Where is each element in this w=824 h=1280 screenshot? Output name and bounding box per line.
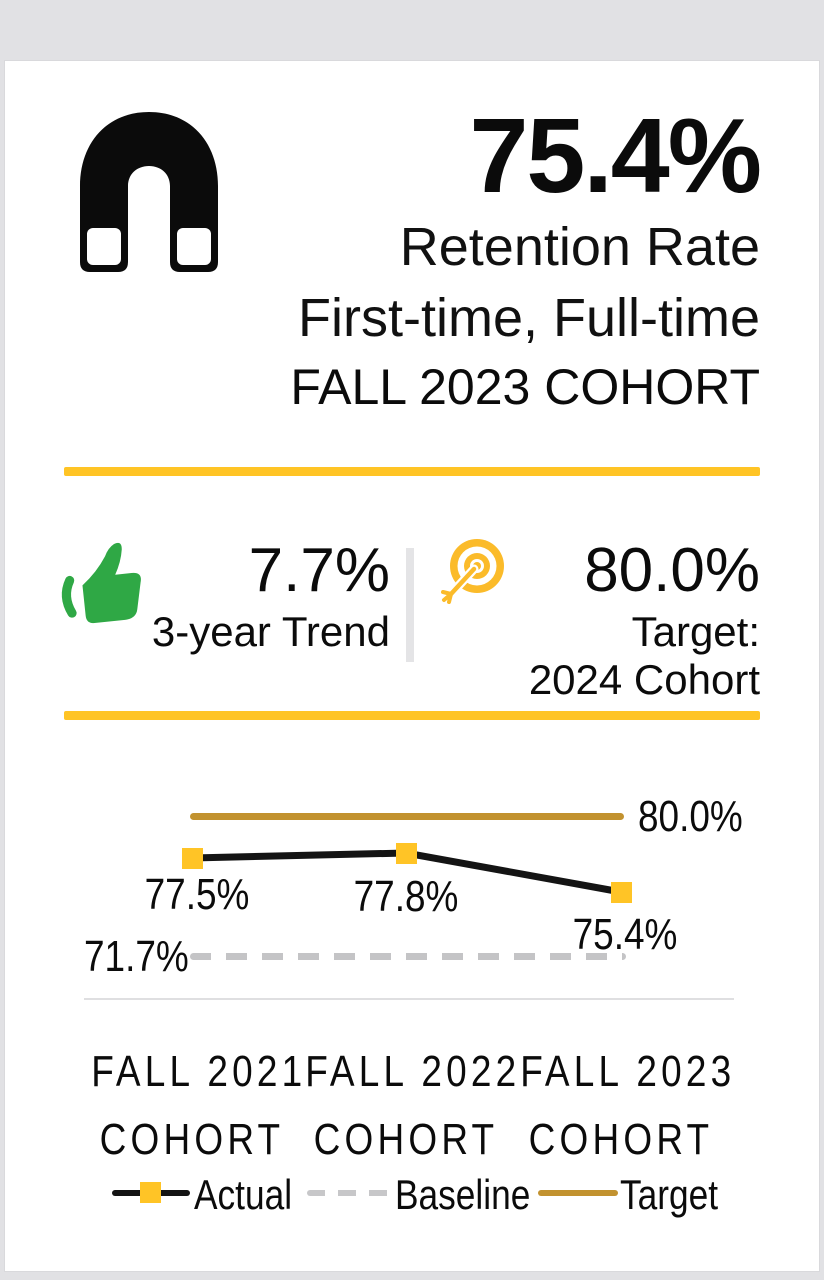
retention-rate-label: Retention Rate	[399, 217, 760, 277]
target-bullseye-icon	[441, 539, 504, 604]
legend-target-label: Target	[620, 1171, 719, 1218]
trend-stat: 7.7% 3-year Trend	[90, 534, 390, 656]
data-label-2021: 77.5%	[144, 870, 250, 919]
target-stat: 80.0% Target: 2024 Cohort	[470, 534, 760, 704]
yellow-divider-bottom	[64, 711, 760, 720]
data-label-2022: 77.8%	[353, 872, 459, 921]
vertical-divider	[406, 548, 414, 662]
target-reference-line	[190, 813, 624, 820]
x-axis-label-2021: FALL 2021 COHORT	[91, 1047, 307, 1164]
x-axis-label-2023: FALL 2023 COHORT	[520, 1047, 736, 1164]
data-point-marker-2023	[611, 882, 632, 903]
legend-actual-label: Actual	[194, 1171, 293, 1218]
baseline-reference-line	[190, 953, 626, 960]
legend-baseline-label: Baseline	[395, 1171, 531, 1218]
target-line-label: 80.0%	[638, 792, 743, 841]
kpi-card	[4, 60, 820, 1272]
baseline-line-label: 71.7%	[84, 932, 189, 981]
x-axis-label-2022: FALL 2022 COHORT	[305, 1047, 521, 1164]
magnet-icon	[80, 112, 218, 272]
legend-target-swatch	[538, 1190, 618, 1196]
target-label-line1: Target:	[631, 608, 760, 655]
trend-value: 7.7%	[248, 536, 390, 605]
legend-baseline-swatch	[307, 1190, 391, 1196]
student-type-label: First-time, Full-time	[298, 288, 760, 348]
legend-actual-swatch-marker	[140, 1182, 161, 1203]
thumbs-up-icon	[61, 542, 141, 624]
target-value: 80.0%	[584, 536, 760, 605]
cohort-label: FALL 2023 COHORT	[290, 359, 760, 415]
data-label-2023: 75.4%	[572, 910, 678, 959]
headline-block: 75.4% Retention Rate First-time, Full-ti…	[230, 97, 762, 420]
data-point-marker-2021	[182, 848, 203, 869]
data-point-marker-2022	[396, 843, 417, 864]
retention-rate-value: 75.4%	[469, 97, 762, 215]
target-label-line2: 2024 Cohort	[528, 656, 760, 703]
yellow-divider-top	[64, 467, 760, 476]
x-axis-line	[84, 998, 734, 1000]
trend-label: 3-year Trend	[151, 608, 390, 655]
